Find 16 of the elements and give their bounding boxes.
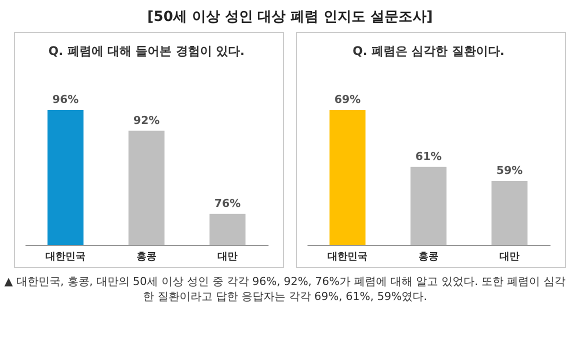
chart-title: Q. 폐렴에 대해 들어본 경험이 있다. — [48, 44, 245, 58]
x-tick-label: 홍콩 — [136, 252, 156, 262]
data-label: 92% — [133, 114, 160, 127]
text: [50세 이상 성인 대상 폐렴 인지도 설문조사] — [146, 8, 434, 27]
data-label: 61% — [415, 150, 442, 163]
x-tick-label: 대만 — [218, 252, 238, 262]
data-label: 76% — [214, 196, 241, 210]
x-tick-label: 대만 — [500, 252, 520, 262]
text: ▲ 대한민국, 홍콩, 대만의 50세 이상 성인 중 각각 96%, 92%, 76%가 폐렴에 대해 알고 있었다. 또한 폐렴이 심각한 질환이라고 답한 응답자는 각각 69%, 61%, 59%였다. — [3, 274, 567, 304]
x-tick-label: 대한민국 — [46, 252, 86, 262]
data-label: 96% — [52, 93, 79, 106]
x-tick-label: 대한민국 — [328, 252, 368, 262]
x-tick-label: 홍콩 — [418, 252, 438, 262]
data-label: 59% — [496, 164, 523, 178]
chart-title: Q. 폐렴은 심각한 질환이다. — [352, 44, 504, 58]
data-label: 69% — [334, 93, 361, 106]
